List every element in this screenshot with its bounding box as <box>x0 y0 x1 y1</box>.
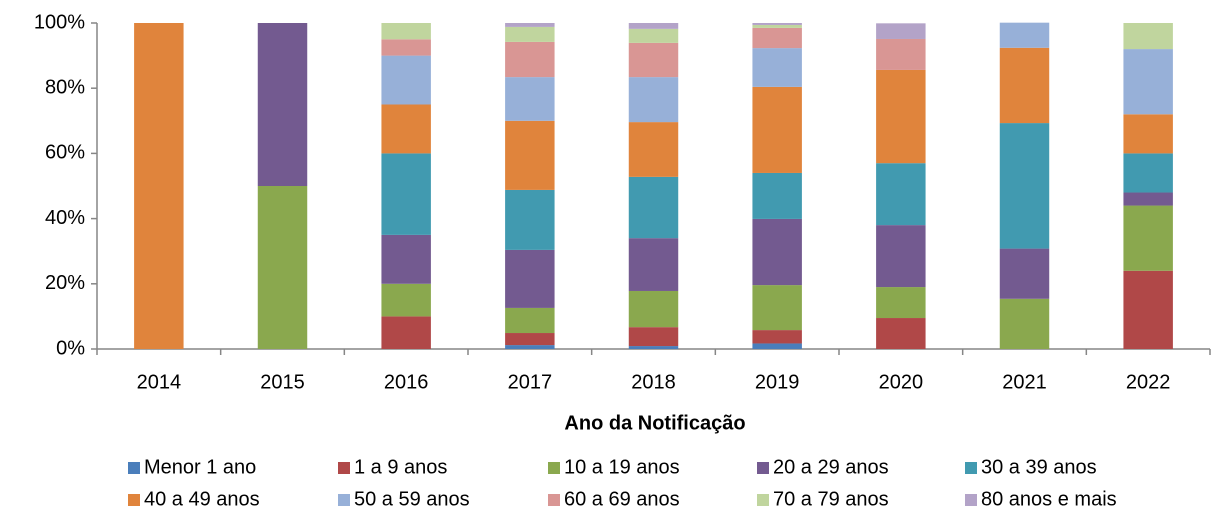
x-tick-label: 2019 <box>755 371 800 393</box>
legend-label: 20 a 29 anos <box>773 456 889 478</box>
bar-segment <box>752 86 802 173</box>
legend-swatch <box>128 494 140 506</box>
y-tick-label: 20% <box>45 272 85 294</box>
bar-segment <box>999 298 1050 349</box>
bar-segment <box>752 172 802 219</box>
legend-label: Menor 1 ano <box>144 456 256 478</box>
bar-segment <box>628 238 679 291</box>
bar-segment <box>381 234 431 284</box>
x-tick-label: 2021 <box>1002 371 1047 393</box>
y-tick-label: 100% <box>34 11 85 33</box>
legend-swatch <box>965 462 977 474</box>
legend-swatch <box>338 462 350 474</box>
bar-segment <box>876 69 926 164</box>
x-tick-label: 2020 <box>879 371 924 393</box>
x-axis-label: Ano da Notificação <box>564 412 745 434</box>
bar-segment <box>628 77 679 123</box>
bar-segment <box>752 285 802 331</box>
bar-segment <box>505 249 555 308</box>
y-tick-label: 40% <box>45 207 85 229</box>
bar-segment <box>257 186 308 349</box>
bar-segment <box>1123 49 1173 115</box>
bar-segment <box>381 55 431 105</box>
legend-swatch <box>757 494 769 506</box>
x-tick-label: 2015 <box>260 371 305 393</box>
bar-segment <box>505 333 555 346</box>
bar-segment <box>628 28 679 43</box>
legend-label: 30 a 39 anos <box>981 456 1097 478</box>
x-tick-label: 2022 <box>1126 371 1171 393</box>
bar-segment <box>1123 205 1173 271</box>
y-tick-label: 80% <box>45 76 85 98</box>
legend-swatch <box>128 462 140 474</box>
bar-segment <box>381 153 431 235</box>
x-tick-label: 2014 <box>137 371 182 393</box>
legend-swatch <box>548 462 560 474</box>
y-tick-label: 60% <box>45 142 85 164</box>
bar-segment <box>1123 153 1173 193</box>
bar-segment <box>628 176 679 239</box>
bar-segment <box>876 287 926 319</box>
bar-segment <box>876 38 926 70</box>
legend-swatch <box>338 494 350 506</box>
legend-label: 70 a 79 anos <box>773 488 889 510</box>
bar-segment <box>1123 23 1173 50</box>
bar-segment <box>999 248 1050 299</box>
legend-swatch <box>548 494 560 506</box>
bar-segment <box>381 39 431 56</box>
bar-segment <box>752 330 802 344</box>
x-tick-label: 2016 <box>384 371 429 393</box>
bar-segment <box>752 23 802 25</box>
bar-segment <box>628 42 679 78</box>
bar-segment <box>999 22 1050 48</box>
bar-segment <box>752 218 802 286</box>
bar-segment <box>381 104 431 154</box>
bar-segment <box>1123 192 1173 206</box>
bar-segment <box>999 47 1050 124</box>
bar-segment <box>752 24 802 28</box>
legend-label: 1 a 9 anos <box>354 456 447 478</box>
bar-segment <box>876 318 926 349</box>
bar-segment <box>999 123 1050 249</box>
bar-segment <box>505 307 555 334</box>
bar-segment <box>752 343 802 349</box>
y-tick-label: 0% <box>56 337 85 359</box>
bar-segment <box>876 163 926 226</box>
bar-segment <box>876 23 926 39</box>
bar-segment <box>628 122 679 177</box>
bar-segment <box>1123 114 1173 154</box>
bar-segment <box>505 120 555 190</box>
bar-segment <box>505 77 555 121</box>
bar-segment <box>381 23 431 40</box>
bar-segment <box>505 189 555 250</box>
legend-label: 80 anos e mais <box>981 488 1117 510</box>
legend-label: 50 a 59 anos <box>354 488 470 510</box>
bar-segment <box>381 283 431 317</box>
legend-swatch <box>757 462 769 474</box>
bar-segment <box>752 27 802 49</box>
bar-segment <box>134 23 184 349</box>
bar-segment <box>628 23 679 29</box>
legend-swatch <box>965 494 977 506</box>
legend-label: 60 a 69 anos <box>564 488 680 510</box>
bar-segment <box>505 345 555 349</box>
bar-segment <box>628 290 679 328</box>
legend-label: 40 a 49 anos <box>144 488 260 510</box>
bar-segment <box>628 327 679 347</box>
bar-segment <box>1123 270 1173 349</box>
legend-label: 10 a 19 anos <box>564 456 680 478</box>
x-tick-label: 2017 <box>508 371 553 393</box>
bar-segment <box>505 23 555 27</box>
bar-segment <box>505 41 555 78</box>
bar-segment <box>876 225 926 288</box>
bar-segment <box>628 346 679 349</box>
bar-segment <box>381 316 431 349</box>
bar-segment <box>752 48 802 87</box>
x-tick-label: 2018 <box>631 371 676 393</box>
bar-segment <box>257 23 308 186</box>
bar-segment <box>505 26 555 42</box>
